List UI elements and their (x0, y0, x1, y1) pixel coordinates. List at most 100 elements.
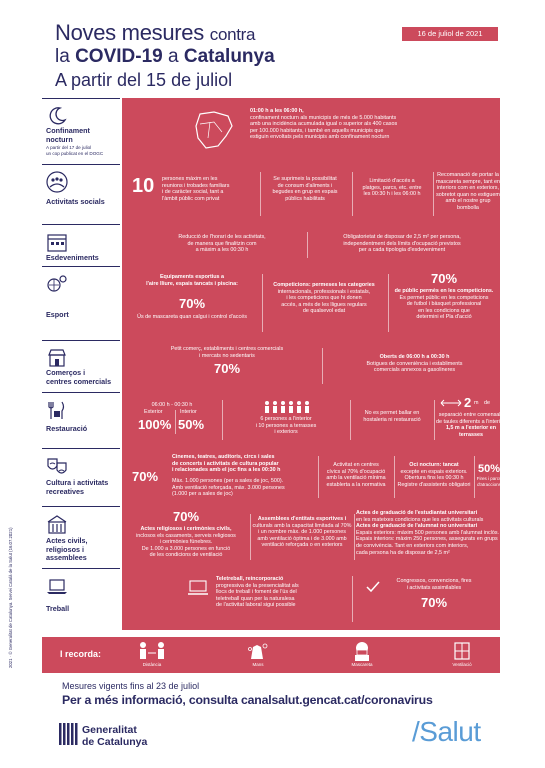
handwash-icon (248, 643, 268, 659)
shop-icon (48, 349, 66, 367)
row-actes: Actes civils, religiosos i assemblees 70% … (42, 506, 500, 568)
category-treball: Treball (42, 568, 120, 630)
recorda-bar: I recorda: Distància Mans Mascareta Vent… (42, 637, 500, 673)
panel-confinament: 01:00 h a les 06:00 h, confinament noctur… (122, 98, 500, 164)
esport-pct-c: 70% (430, 271, 458, 286)
row-cultura: Cultura i activitats recreatives 70% Cine… (42, 448, 501, 506)
restauracio-text-d: separació entre comensals de taules difer… (436, 412, 506, 438)
cultura-text-c: Oci nocturn: tancat excepte en espais ext… (397, 462, 471, 488)
generalitat-name: Generalitat de Catalunya (82, 724, 148, 748)
building-icon (47, 515, 67, 534)
category-label: Cultura i activitats recreatives (46, 478, 109, 496)
esdeveniments-text-a: Reducció de l'horari de les activitats, d… (178, 234, 266, 254)
more-info-text: Per a més informació, consulta canalsalu… (62, 693, 433, 707)
socials-text-d: Recomanació de portar la mascareta sempre… (435, 172, 501, 211)
treball-text-a: Teletreball, reincorporació progressiva d… (216, 576, 299, 609)
cultura-pct: 70% (132, 469, 159, 484)
title-covid: COVID-19 (75, 46, 163, 67)
actes-text-c: Actes de graduació de l'estudiantat univ… (356, 510, 500, 556)
distance-number: 2 (464, 395, 472, 410)
recorda-distance: Distància (122, 641, 182, 667)
actes-pct-a: 70% (172, 509, 200, 524)
esport-text-b: Competicions: permeses les categories int… (273, 282, 375, 315)
category-label: Treball (46, 604, 70, 613)
cultura-pct-d: 50% (477, 463, 501, 475)
panel-comercos: Petit comerç, establiments i centres com… (122, 340, 500, 392)
actes-text-b: Assemblees d'entitats esportives i cultur… (252, 516, 352, 549)
theatre-masks-icon (47, 458, 67, 474)
category-label: Esport (46, 310, 69, 319)
row-socials: Activitats socials 10 persones màxim en … (42, 164, 500, 224)
category-note: A partir del 17 de juliol un cop publicat… (46, 145, 104, 156)
category-label: Confinament nocturn (46, 126, 90, 144)
double-arrow-icon (440, 399, 462, 407)
row-esport: Esport Equipaments esportius a l'aire lli… (42, 266, 500, 340)
category-actes: Actes civils, religiosos i assemblees (42, 506, 120, 568)
window-ventilation-icon (454, 642, 470, 660)
cutlery-icon (48, 401, 65, 419)
cultura-text-a2: Màx. 1.000 persones (per a sales de joc,… (172, 478, 285, 498)
category-socials: Activitats socials (42, 164, 120, 224)
category-confinament: Confinament nocturn A partir del 17 de ju… (42, 98, 120, 164)
restauracio-hours: 06:00 h - 00:30 h (151, 402, 193, 408)
row-restauracio: Restauració 06:00 h - 00:30 h Exterior I… (42, 392, 506, 448)
checkmark-icon (366, 581, 380, 593)
category-comercos: Comerços i centres comercials (42, 340, 120, 392)
restauracio-text-c: No es permet ballar en hostaleria ni rest… (363, 410, 421, 423)
cultura-text-b: Activitat en centres cívics al 70% d'ocup… (326, 462, 386, 488)
page-title: Noves mesures contra la COVID-19 a Catal… (55, 22, 385, 92)
recorda-label: I recorda: (60, 649, 102, 659)
title-pre: la (55, 46, 70, 67)
moon-icon (49, 107, 67, 125)
people-group-icon (265, 401, 309, 413)
validity-text: Mesures vigents fins al 23 de juliol (62, 681, 200, 691)
row-confinament: Confinament nocturn A partir del 17 de ju… (42, 98, 500, 164)
mask-icon (355, 642, 369, 661)
panel-esport: Equipaments esportius a l'aire lliure, es… (122, 266, 500, 340)
confinament-text: 01:00 h a les 06:00 h, confinament noctur… (250, 108, 398, 141)
category-label: Actes civils, religiosos i assemblees (46, 536, 88, 562)
generalitat-logo-icon (58, 722, 78, 746)
computer-icon (188, 580, 208, 595)
row-comercos: Comerços i centres comercials Petit comer… (42, 340, 500, 392)
cultura-text-d: Fires i parcs d'atraccions (476, 476, 502, 487)
panel-esdeveniments: Reducció de l'horari de les activitats, d… (122, 224, 500, 266)
title-line1: Noves mesures (55, 20, 204, 45)
treball-text-b: Congressos, convencions, fires i activita… (396, 578, 472, 591)
distance-icon (140, 642, 164, 659)
esport-text-a: Equipaments esportius a l'aire lliure, es… (146, 274, 238, 287)
group-people-icon (46, 171, 68, 193)
category-label: Activitats socials (46, 197, 105, 206)
comercos-text-b: Oberts de 06:00 h a 00:30 h Botigues de c… (366, 354, 463, 374)
restauracio-interior-label: Interior (180, 409, 197, 415)
sports-ball-icon (47, 275, 67, 292)
title-mid: a (168, 46, 179, 67)
max-people-number: 10 (132, 175, 155, 197)
row-esdeveniments: Esdeveniments Reducció de l'horari de le… (42, 224, 500, 266)
restauracio-interior-pct: 50% (178, 417, 205, 432)
laptop-icon (47, 579, 67, 594)
category-label: Comerços i centres comercials (46, 368, 112, 386)
esport-text-a2: Ús de mascareta quan calgui i control d'… (137, 314, 247, 320)
salut-logo: /Salut (412, 716, 481, 747)
copyright-vertical: 2021 · © Generalitat de Catalunya. Serve… (8, 527, 13, 668)
recorda-ventilation: Ventilació (432, 641, 492, 667)
restauracio-exterior-pct: 100% (138, 417, 172, 432)
catalonia-map-icon (195, 111, 233, 149)
category-label: Restauració (46, 424, 88, 433)
actes-text-a: Actes religiosos i cerimònies civils, inc… (136, 526, 236, 559)
socials-text-c: Limitació d'accés a platges, parcs, etc. … (362, 178, 422, 198)
panel-socials: 10 persones màxim en les reunions i troba… (122, 164, 500, 224)
recorda-mask: Mascareta (332, 641, 392, 667)
distance-arrow: 2 m de (440, 395, 502, 410)
panel-treball: Teletreball, reincorporació progressiva d… (122, 568, 500, 630)
calendar-icon (47, 234, 67, 252)
title-line1-small: contra (209, 25, 256, 44)
esdeveniments-text-b: Obligatorietat de disposar de 2,5 m² per… (343, 234, 461, 254)
esport-text-c: de públic permès en les competicions. Es … (394, 288, 494, 321)
restauracio-exterior-label: Exterior (144, 409, 163, 415)
esport-pct-a: 70% (178, 296, 206, 311)
cultura-text-a: Cinemes, teatres, auditoris, circs i sal… (172, 454, 281, 474)
recorda-hands: Mans (228, 641, 288, 667)
comercos-text-a: Petit comerç, establiments i centres com… (170, 346, 284, 359)
